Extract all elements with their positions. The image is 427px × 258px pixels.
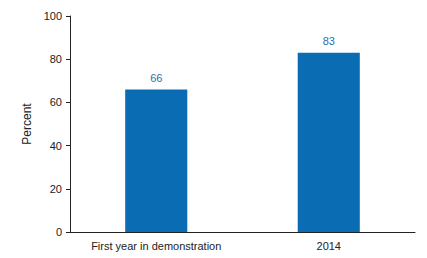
svg-text:20: 20	[50, 183, 62, 195]
svg-text:0: 0	[56, 226, 62, 238]
svg-text:60: 60	[50, 96, 62, 108]
svg-text:2014: 2014	[317, 240, 341, 252]
svg-text:80: 80	[50, 53, 62, 65]
svg-text:83: 83	[323, 35, 335, 47]
svg-text:40: 40	[50, 140, 62, 152]
svg-text:Percent: Percent	[20, 103, 34, 145]
svg-text:100: 100	[44, 10, 62, 22]
svg-text:66: 66	[150, 72, 162, 84]
svg-text:First year in demonstration: First year in demonstration	[91, 240, 221, 252]
